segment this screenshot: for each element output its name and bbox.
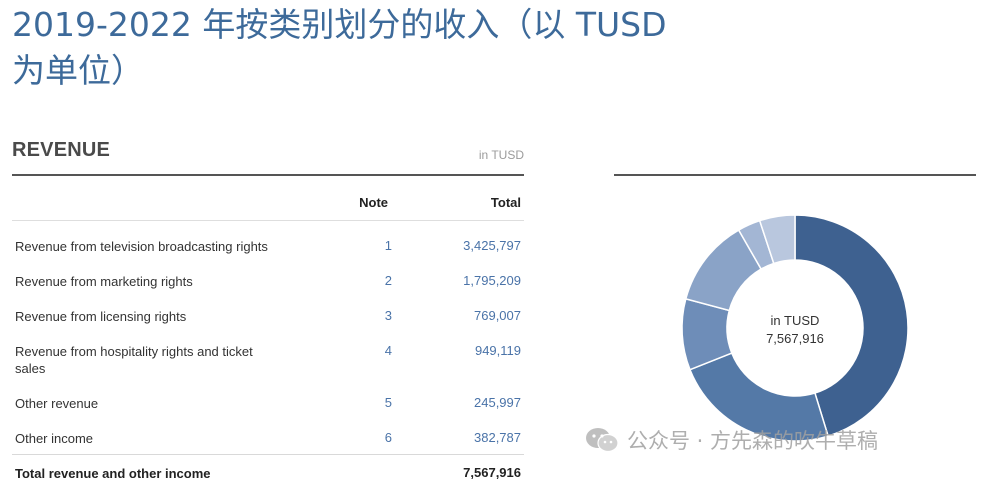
row-total-link[interactable]: 245,997 [474, 395, 521, 410]
column-header-note: Note [359, 195, 388, 210]
revenue-heading: REVENUE [12, 139, 111, 161]
donut-slice[interactable] [758, 214, 796, 265]
column-header-total: Total [490, 195, 521, 210]
page-title: 2019-2022 年按类别划分的收入（以 TUSD 为单位） [12, 5, 667, 90]
total-row-value: 7,567,916 [463, 465, 521, 480]
row-total-link[interactable]: 3,425,797 [463, 238, 521, 253]
row-label: Other revenue [15, 396, 99, 411]
donut-slice[interactable] [688, 352, 830, 442]
revenue-table: Note Total Revenue from television broad… [12, 178, 524, 481]
row-total-link[interactable]: 1,795,209 [463, 273, 521, 288]
row-note-link[interactable]: 1 [384, 238, 392, 253]
row-note-link[interactable]: 4 [384, 343, 392, 358]
donut-top-rule [614, 174, 976, 176]
donut-center-unit: in TUSD [770, 313, 820, 328]
row-label: Revenue from licensing rights [15, 309, 187, 324]
wechat-icon [586, 428, 619, 453]
total-row-label: Total revenue and other income [15, 466, 211, 481]
row-label: Revenue from hospitality rights and tick… [15, 344, 253, 376]
row-total-link[interactable]: 382,787 [474, 430, 521, 445]
row-total-link[interactable]: 769,007 [474, 308, 521, 323]
watermark-text: 公众号 · 方先森的吹牛草稿 [627, 429, 879, 453]
row-note-link[interactable]: 3 [384, 308, 392, 323]
donut-center-total: 7,567,916 [766, 331, 824, 346]
row-note-link[interactable]: 5 [384, 395, 392, 410]
row-label: Other income [15, 431, 94, 446]
watermark: 公众号 · 方先森的吹牛草稿 [585, 425, 878, 455]
table-top-rule [12, 174, 524, 176]
donut-slice[interactable] [794, 214, 909, 437]
row-label: Revenue from marketing rights [15, 274, 193, 289]
row-total-link[interactable]: 949,119 [474, 343, 521, 358]
donut-svg [681, 214, 909, 442]
row-note-link[interactable]: 2 [384, 273, 392, 288]
row-label: Revenue from television broadcasting rig… [15, 239, 268, 254]
revenue-donut-chart: in TUSD 7,567,916 [680, 213, 910, 443]
row-note-link[interactable]: 6 [384, 430, 392, 445]
table-header: Note Total [12, 178, 524, 221]
revenue-unit-label: in TUSD [478, 148, 524, 162]
total-divider [12, 454, 524, 455]
